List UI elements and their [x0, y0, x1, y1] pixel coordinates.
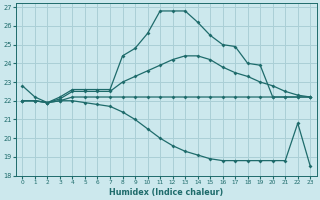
- X-axis label: Humidex (Indice chaleur): Humidex (Indice chaleur): [109, 188, 223, 197]
